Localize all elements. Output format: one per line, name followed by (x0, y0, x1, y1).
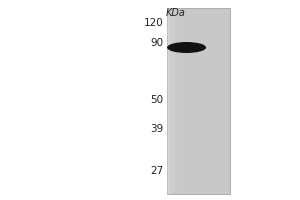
Bar (167, 8, 174, 194)
Text: 27: 27 (150, 166, 164, 176)
Text: 39: 39 (150, 124, 164, 134)
Ellipse shape (167, 42, 206, 53)
Text: 120: 120 (144, 18, 164, 28)
Bar (167, 8, 170, 194)
Text: 50: 50 (150, 95, 164, 105)
Bar (167, 8, 178, 194)
Text: KDa: KDa (166, 8, 185, 18)
Text: 90: 90 (150, 38, 164, 48)
Bar (167, 8, 230, 194)
